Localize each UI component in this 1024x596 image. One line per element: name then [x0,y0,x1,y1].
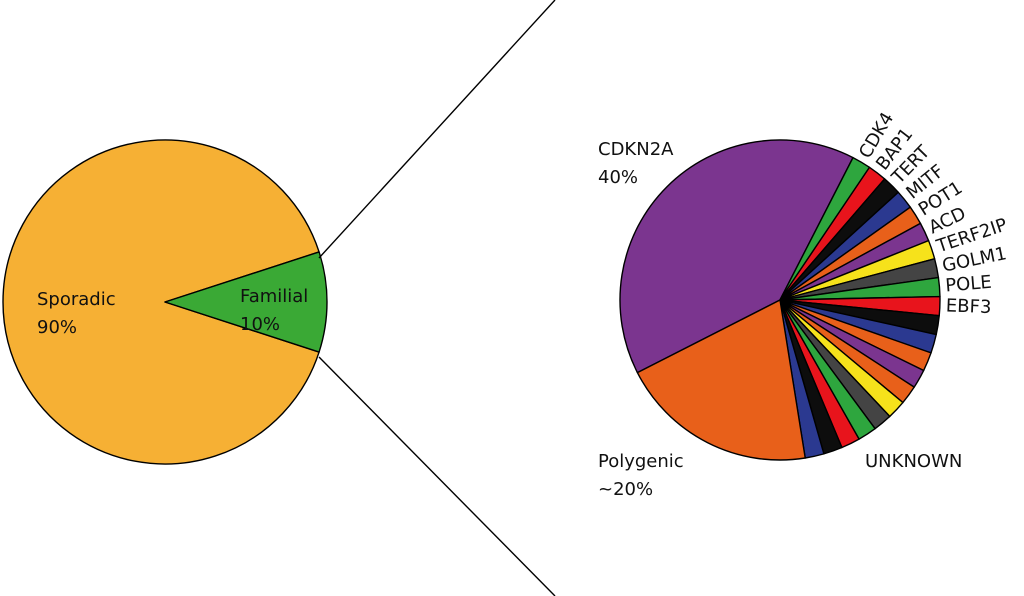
annotation: UNKNOWN [865,451,962,472]
slice-label: Sporadic [37,289,116,310]
slice-label: Familial [240,286,308,307]
pie-slice [619,139,854,374]
value-label: 90% [37,317,77,338]
slice-label: EBF3 [945,295,991,318]
pie-slice [636,299,806,461]
pie-slice [2,139,320,465]
connector-line [318,356,556,596]
value-label: ~20% [598,479,653,500]
pie-slice [164,251,328,353]
value-label: 40% [598,167,638,188]
slice-label: CDKN2A [598,139,674,160]
slice-label: POLE [945,272,993,297]
connector-line [318,0,556,259]
value-label: 10% [240,314,280,335]
slice-label: Polygenic [598,451,684,472]
